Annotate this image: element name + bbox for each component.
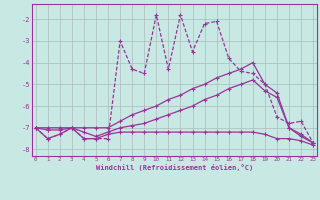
X-axis label: Windchill (Refroidissement éolien,°C): Windchill (Refroidissement éolien,°C) (96, 164, 253, 171)
